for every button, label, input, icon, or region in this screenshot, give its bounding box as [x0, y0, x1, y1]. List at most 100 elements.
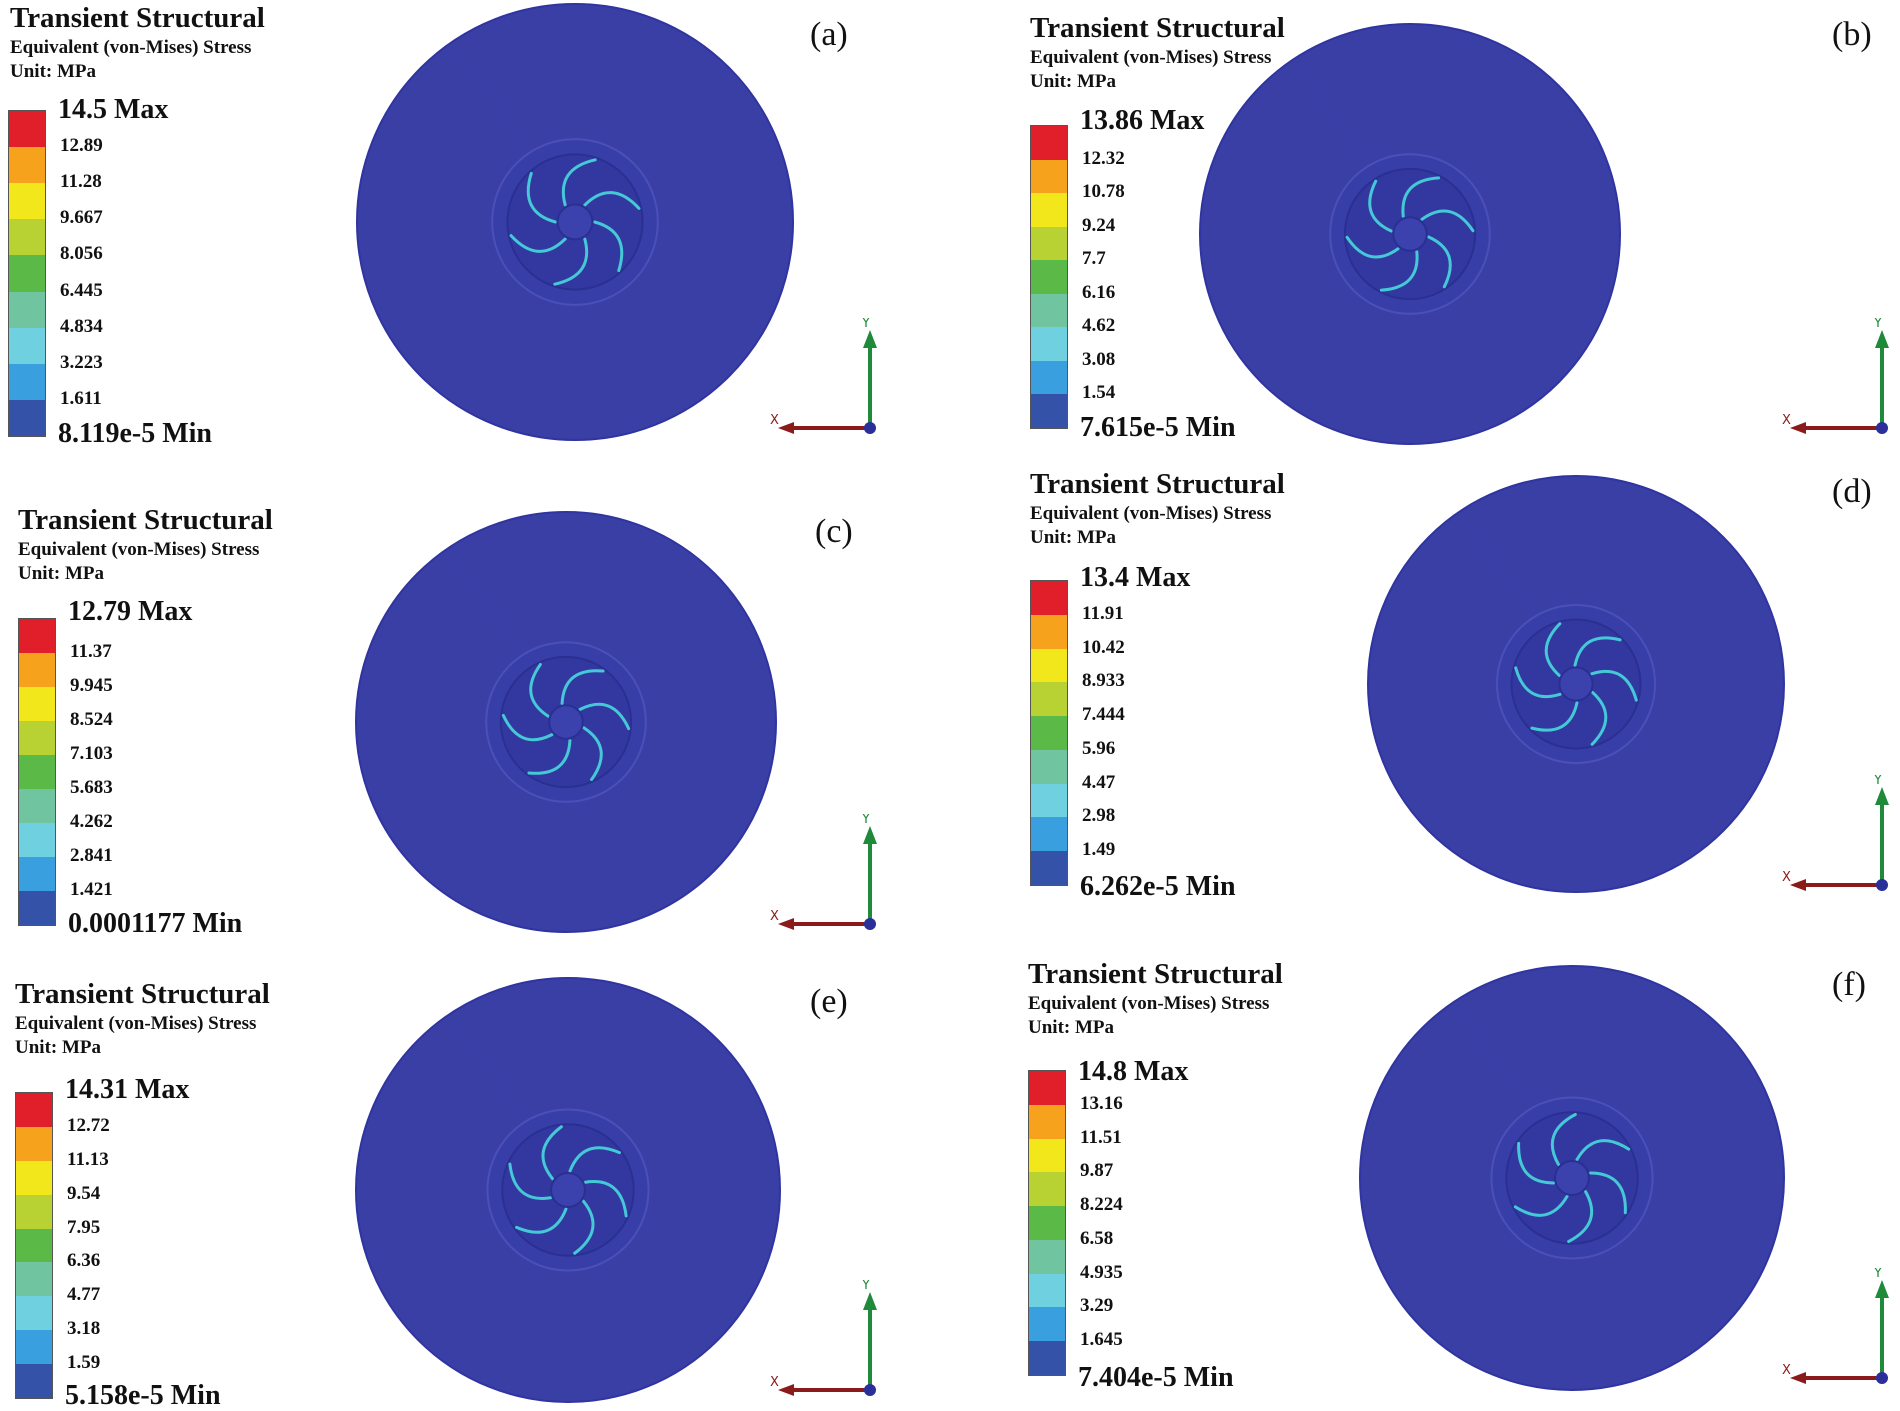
legend-swatch	[1031, 749, 1067, 784]
impeller-contour-plot	[1359, 965, 1785, 1391]
legend-tick-label: 8.224	[1080, 1194, 1123, 1216]
legend-swatch	[16, 1093, 52, 1127]
impeller-blade	[1530, 701, 1579, 732]
legend-tick-label: 10.78	[1082, 181, 1125, 203]
y-axis-label: Y	[861, 1280, 870, 1293]
hub-center	[548, 704, 584, 740]
panel-label: (b)	[1832, 16, 1872, 53]
legend-tick-label: 11.91	[1082, 602, 1124, 624]
impeller-blade	[1514, 666, 1562, 699]
legend-max-label: 14.5 Max	[58, 94, 169, 125]
legend-swatch	[1029, 1273, 1065, 1308]
panel-subtitle: Equivalent (von-Mises) Stress	[1030, 503, 1272, 524]
impeller-blade	[583, 1180, 628, 1218]
impeller-blade	[501, 713, 554, 742]
impeller-blade	[509, 234, 567, 253]
legend-tick-label: 6.36	[67, 1250, 101, 1272]
impeller-blade	[1590, 669, 1638, 702]
legend-tick-label: 2.98	[1082, 805, 1116, 827]
legend-min-label: 5.158e-5 Min	[65, 1380, 221, 1411]
impeller-blade	[553, 237, 589, 286]
impeller-blade	[1513, 1194, 1569, 1217]
legend-tick-label: 1.54	[1082, 382, 1116, 404]
legend-swatch	[16, 1194, 52, 1229]
impeller-blade	[1345, 235, 1400, 259]
panel-subtitle: Equivalent (von-Mises) Stress	[1030, 47, 1272, 68]
legend-tick-label: 3.223	[60, 351, 103, 373]
impeller-blade	[578, 702, 631, 731]
hub-center	[550, 1172, 586, 1208]
legend-swatch	[1031, 648, 1067, 683]
legend-swatch	[9, 291, 45, 328]
impeller-blade	[529, 662, 550, 718]
legend-swatch	[1031, 682, 1067, 717]
impeller-blade	[1427, 235, 1452, 289]
legend-swatch	[9, 219, 45, 256]
hub-center	[1392, 216, 1428, 252]
legend-tick-label: 12.32	[1082, 147, 1125, 169]
legend-swatch	[19, 755, 55, 789]
panel-subtitle: Equivalent (von-Mises) Stress	[18, 539, 260, 560]
axis-triad: YX	[770, 814, 877, 930]
legend-tick-label: 13.16	[1080, 1092, 1123, 1114]
legend-tick-label: 6.58	[1080, 1227, 1114, 1249]
legend-swatch	[19, 721, 55, 755]
legend-tick-label: 7.95	[67, 1216, 101, 1238]
legend-swatch	[16, 1262, 52, 1297]
legend-swatch	[1029, 1307, 1065, 1342]
impeller-blade	[541, 1125, 563, 1181]
legend-tick-label: 11.51	[1080, 1126, 1122, 1148]
legend-tick-label: 8.524	[70, 709, 113, 730]
impeller-blade	[560, 669, 605, 706]
panel-title: Transient Structural	[1028, 958, 1283, 990]
panel-label: (e)	[810, 983, 848, 1020]
legend-swatch	[1029, 1104, 1065, 1139]
panel-label: (c)	[815, 513, 853, 550]
legend-tick-label: 8.056	[60, 243, 103, 265]
legend-swatch	[9, 183, 45, 220]
legend-tick-label: 1.59	[67, 1352, 101, 1374]
axis-origin	[864, 422, 876, 434]
legend-tick-label: 2.841	[70, 845, 113, 866]
legend-tick-label: 4.834	[60, 315, 103, 337]
axis-origin	[1876, 879, 1888, 891]
legend-swatch	[1029, 1341, 1065, 1375]
legend-color-bar	[1030, 125, 1068, 429]
legend-tick-label: 4.77	[67, 1284, 101, 1306]
legend-swatch	[1031, 817, 1067, 852]
axis-triad: YX	[1782, 775, 1889, 891]
legend-tick-label: 1.421	[70, 879, 113, 900]
legend-tick-label: 3.08	[1082, 348, 1116, 370]
impeller-blade	[527, 738, 572, 775]
impeller-blade	[568, 1146, 621, 1173]
panel-title: Transient Structural	[1030, 468, 1285, 500]
legend-swatch	[1031, 260, 1067, 294]
panel-unit: Unit: MPa	[15, 1037, 102, 1058]
legend-tick-label: 9.54	[67, 1182, 101, 1204]
legend-tick-label: 11.37	[70, 641, 112, 662]
legend-tick-label: 6.16	[1082, 281, 1116, 303]
legend-color-bar	[1028, 1070, 1066, 1376]
panel-unit: Unit: MPa	[10, 61, 97, 82]
legend-tick-label: 1.611	[60, 387, 102, 409]
legend-swatch	[1031, 783, 1067, 818]
legend-color-bar	[18, 618, 56, 926]
legend-swatch	[19, 653, 55, 687]
legend-swatch	[1029, 1071, 1065, 1105]
x-axis-label: X	[1782, 1363, 1791, 1378]
legend-swatch	[19, 891, 55, 925]
axis-triad: YX	[1782, 318, 1889, 434]
x-axis-arrow	[778, 422, 794, 434]
impeller-blade	[1544, 622, 1562, 678]
axis-origin	[1876, 422, 1888, 434]
y-axis-label: Y	[1873, 1268, 1882, 1281]
x-axis-label: X	[770, 909, 779, 924]
legend-tick-label: 9.24	[1082, 214, 1116, 236]
legend-swatch	[9, 399, 45, 436]
impeller-blade	[1420, 209, 1475, 233]
legend-min-label: 6.262e-5 Min	[1080, 871, 1236, 902]
y-axis-arrow	[1875, 1280, 1889, 1298]
legend-swatch	[9, 363, 45, 400]
legend-min-label: 7.404e-5 Min	[1078, 1362, 1234, 1393]
impeller-contour-plot	[1367, 475, 1785, 893]
